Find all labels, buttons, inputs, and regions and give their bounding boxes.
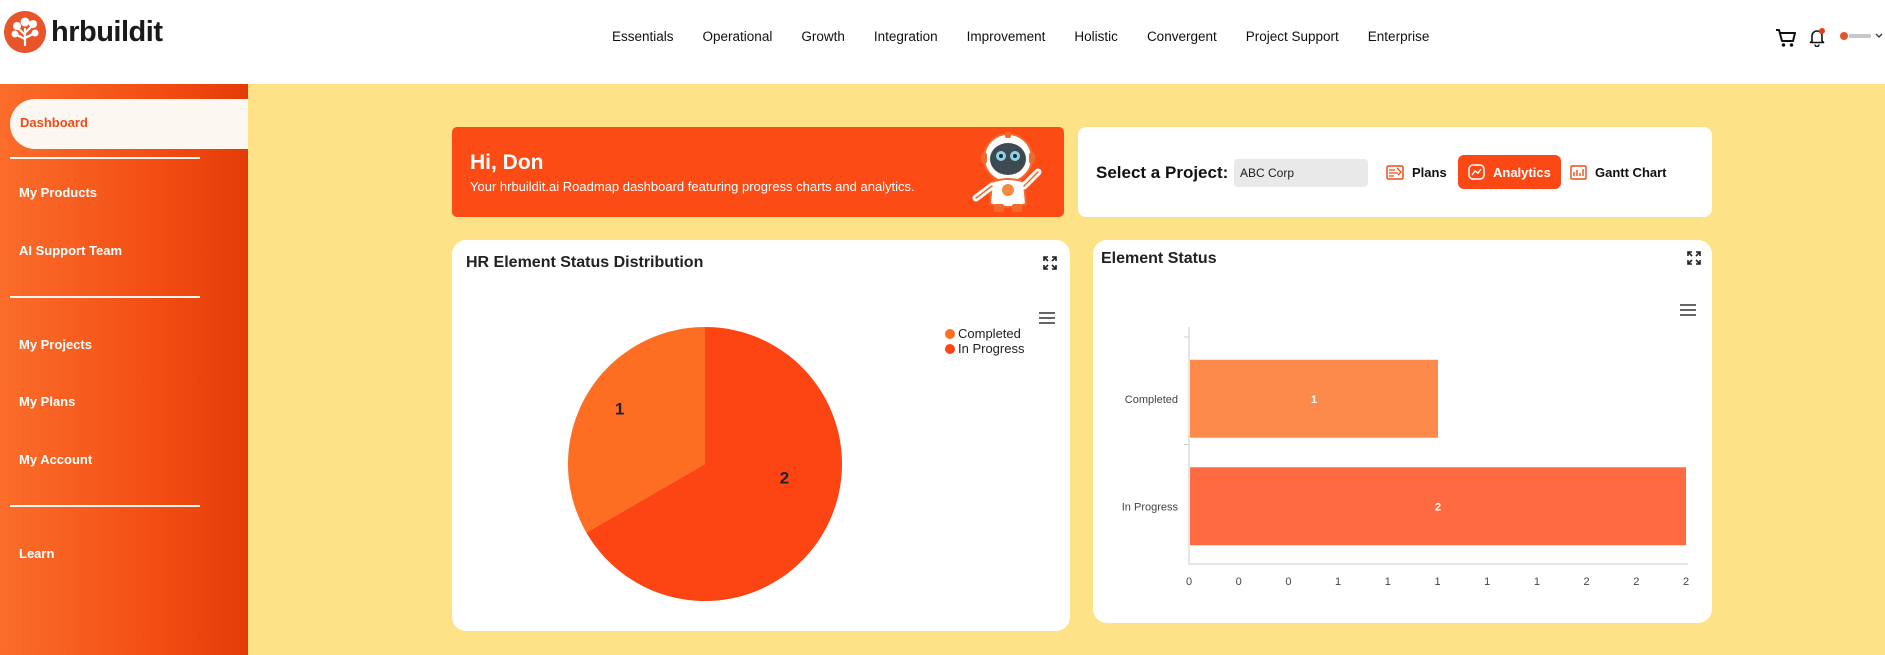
nav-item-operational[interactable]: Operational xyxy=(702,29,773,44)
x-tick-label: 1 xyxy=(1534,576,1540,588)
sidebar-item-ai-support-team[interactable]: AI Support Team xyxy=(19,243,123,258)
nav-item-improvement[interactable]: Improvement xyxy=(966,29,1046,44)
expand-icon[interactable] xyxy=(1043,256,1057,270)
gantt-chart-icon xyxy=(1570,164,1587,180)
legend-item-completed[interactable]: Completed xyxy=(945,326,1024,341)
x-tick-label: 2 xyxy=(1633,576,1639,588)
x-tick-label: 2 xyxy=(1584,576,1590,588)
sidebar-item-my-plans[interactable]: My Plans xyxy=(19,394,76,409)
legend-label: Completed xyxy=(958,326,1021,341)
brand-name: hrbuildit xyxy=(51,15,163,48)
bar-completed[interactable] xyxy=(1190,359,1438,438)
analytics-button[interactable]: Analytics xyxy=(1458,155,1561,189)
bar-data-label: 2 xyxy=(1435,501,1441,513)
header-actions xyxy=(1765,26,1885,50)
sidebar-divider xyxy=(10,157,200,159)
sidebar-item-my-projects[interactable]: My Projects xyxy=(19,337,92,352)
sidebar-item-learn[interactable]: Learn xyxy=(19,546,55,561)
x-tick-label: 1 xyxy=(1335,576,1341,588)
sidebar-item-my-products[interactable]: My Products xyxy=(19,185,98,200)
x-tick-label: 0 xyxy=(1285,576,1291,588)
y-tick-label: Completed xyxy=(1125,394,1178,406)
cart-icon[interactable] xyxy=(1775,28,1797,48)
project-select-label: Select a Project: xyxy=(1096,163,1229,182)
pie-chart-title: HR Element Status Distribution xyxy=(466,254,704,271)
x-tick-label: 0 xyxy=(1236,576,1242,588)
chevron-down-icon: ⌄ xyxy=(1240,167,1247,176)
greeting-subtitle: Your hrbuildit.ai Roadmap dashboard feat… xyxy=(470,179,915,194)
nav-item-enterprise[interactable]: Enterprise xyxy=(1367,29,1430,44)
x-tick-label: 2 xyxy=(1683,576,1689,588)
sidebar-item-label: Dashboard xyxy=(20,115,88,130)
nav-item-growth[interactable]: Growth xyxy=(801,29,845,44)
gantt-chart-label: Gantt Chart xyxy=(1595,164,1667,180)
nav-item-convergent[interactable]: Convergent xyxy=(1146,29,1217,44)
tree-logo-icon xyxy=(4,11,46,53)
sidebar-divider xyxy=(10,505,200,507)
legend-swatch xyxy=(945,343,955,354)
greeting-title: Hi, Don xyxy=(470,151,544,174)
x-tick-label: 1 xyxy=(1385,576,1391,588)
user-avatar-icon[interactable] xyxy=(1839,30,1883,44)
element-status-card: Element Status 1 Completed 2 In Progress 0 0 0… xyxy=(1093,240,1712,623)
x-tick-label: 1 xyxy=(1434,576,1440,588)
analytics-label: Analytics xyxy=(1493,164,1551,180)
pie-data-label: 1 xyxy=(615,400,624,419)
bar-chart: 1 Completed 2 In Progress 0 0 0 1 1 1 1 1 2 2 2 xyxy=(1122,327,1689,588)
pie-data-label: 2 xyxy=(780,468,789,487)
bar-data-label: 1 xyxy=(1311,394,1317,406)
brand-logo[interactable]: hrbuildit xyxy=(4,11,163,53)
top-nav: Essentials Operational Growth Integratio… xyxy=(612,29,1458,44)
project-select[interactable]: ABC Corp ⌄ xyxy=(1234,159,1368,187)
bar-chart-title: Element Status xyxy=(1101,250,1217,267)
sidebar-item-my-account[interactable]: My Account xyxy=(19,452,93,467)
pie-slice-completed[interactable] xyxy=(568,327,705,533)
pie-chart: 21 xyxy=(568,327,842,601)
project-selector-card: Select a Project: ABC Corp ⌄ Plans Analy… xyxy=(1078,127,1712,217)
bar-in-progress[interactable] xyxy=(1190,467,1686,546)
y-tick-label: In Progress xyxy=(1122,501,1179,513)
analytics-icon xyxy=(1468,164,1485,180)
gantt-chart-button[interactable]: Gantt Chart xyxy=(1570,155,1667,189)
x-tick-label: 1 xyxy=(1484,576,1490,588)
legend-item-in-progress[interactable]: In Progress xyxy=(945,341,1024,356)
robot-mascot-icon xyxy=(972,132,1042,212)
chart-menu-icon[interactable] xyxy=(1680,304,1696,316)
plans-button[interactable]: Plans xyxy=(1386,155,1447,189)
x-tick-label: 0 xyxy=(1186,576,1192,588)
sidebar: Dashboard My Products AI Support Team My… xyxy=(0,84,248,655)
expand-icon[interactable] xyxy=(1687,251,1701,265)
project-select-value: ABC Corp xyxy=(1240,166,1295,180)
status-distribution-card: HR Element Status Distribution Completed… xyxy=(452,240,1070,631)
nav-item-integration[interactable]: Integration xyxy=(873,29,938,44)
greeting-banner: Hi, Don Your hrbuildit.ai Roadmap dashbo… xyxy=(452,127,1064,217)
nav-item-project-support[interactable]: Project Support xyxy=(1245,29,1339,44)
legend-label: In Progress xyxy=(958,341,1025,356)
chart-menu-icon[interactable] xyxy=(1039,312,1055,324)
plans-label: Plans xyxy=(1412,164,1447,180)
legend-swatch xyxy=(945,328,955,339)
nav-item-essentials[interactable]: Essentials xyxy=(612,29,674,44)
plans-icon xyxy=(1386,164,1404,180)
bell-icon[interactable] xyxy=(1808,27,1826,47)
pie-legend: Completed In Progress xyxy=(945,326,1024,356)
nav-item-holistic[interactable]: Holistic xyxy=(1074,29,1118,44)
sidebar-divider xyxy=(10,296,200,298)
top-header: hrbuildit Essentials Operational Growth … xyxy=(0,0,1885,84)
sidebar-item-dashboard[interactable]: Dashboard xyxy=(10,99,248,149)
pie-slice-in-progress[interactable] xyxy=(586,327,842,601)
